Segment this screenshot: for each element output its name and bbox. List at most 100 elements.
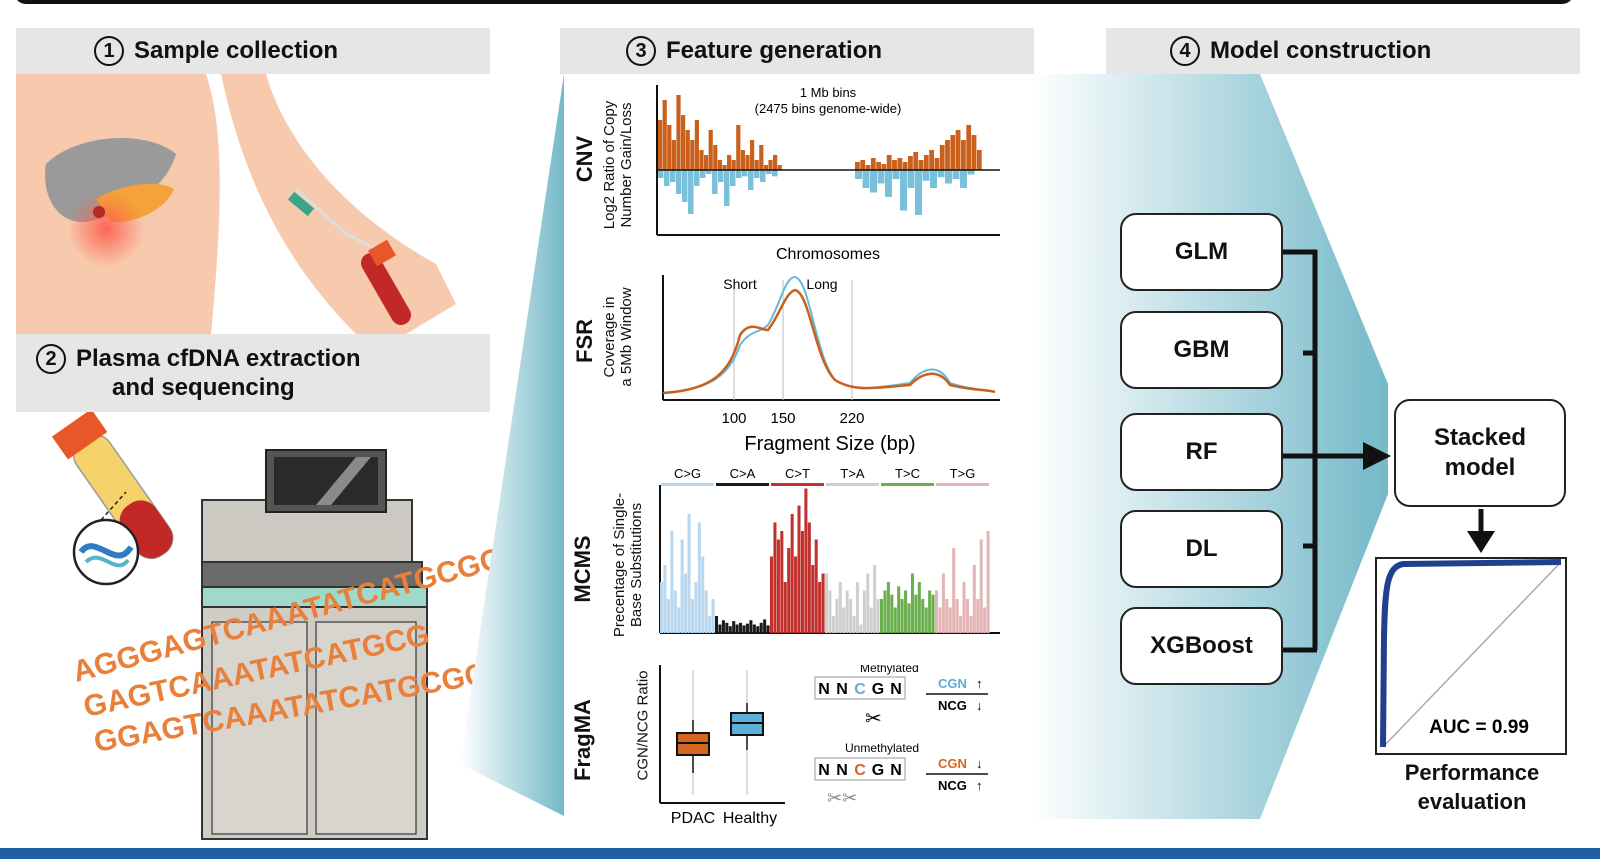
svg-text:N: N <box>818 681 830 698</box>
cnv-bar <box>876 162 881 170</box>
cnv-bar <box>886 155 892 170</box>
mcms-bar <box>845 590 849 633</box>
section-3-title: Feature generation <box>666 37 883 64</box>
mcms-category-label: C>A <box>730 466 756 481</box>
cnv-bar <box>694 170 700 186</box>
auc-label: AUC = 0.99 <box>1429 717 1529 738</box>
cnv-bar <box>722 165 727 170</box>
cnv-bar <box>754 170 760 178</box>
mcms-category-label: C>T <box>785 466 810 481</box>
cnv-bar <box>955 130 961 170</box>
mcms-category-bar <box>936 483 989 486</box>
fragma-label: FragMA <box>570 699 595 781</box>
mcms-bar <box>948 607 952 633</box>
mcms-bar <box>907 603 911 633</box>
section-1-title: Sample collection <box>134 37 339 64</box>
svg-text:G: G <box>872 681 884 698</box>
cnv-bar <box>870 170 877 193</box>
cnv-bar <box>768 160 773 170</box>
mcms-bar <box>694 582 698 633</box>
mcms-bar <box>773 522 777 633</box>
mcms-bar <box>855 582 859 633</box>
mcms-bar <box>986 531 990 633</box>
mcms-bar <box>897 586 901 633</box>
cnv-bar <box>870 158 876 170</box>
fsr-long-label: Long <box>806 276 837 292</box>
fsr-tick-150: 150 <box>770 410 795 427</box>
mcms-category-bar <box>826 483 879 486</box>
cnv-bar <box>700 170 706 178</box>
mcms-bar <box>670 531 674 633</box>
svg-text:NCG: NCG <box>938 698 967 713</box>
mcms-bar <box>900 599 904 633</box>
mcms-bar <box>821 573 825 633</box>
cnv-bar <box>742 170 748 177</box>
cnv-bar <box>902 162 908 170</box>
sequencer-machine <box>201 449 428 840</box>
cnv-bar <box>855 170 862 179</box>
arrow-down-icon: ↓ <box>976 698 983 713</box>
mcms-bar <box>890 594 894 633</box>
mcms-bar <box>794 556 798 633</box>
cnv-bar <box>918 160 924 170</box>
mcms-bar <box>962 582 966 633</box>
cnv-bar <box>658 120 663 170</box>
mcms-bar <box>770 556 774 633</box>
mcms-bar <box>800 531 804 633</box>
mcms-bar <box>917 582 921 633</box>
section-2-header: 2 Plasma cfDNA extraction and sequencing <box>16 334 490 412</box>
cnv-bar <box>704 155 709 170</box>
cnv-bar <box>967 170 975 175</box>
cnv-note-line1: 1 Mb bins <box>800 85 857 100</box>
cnv-bar <box>907 170 915 188</box>
model-xgboost: XGBoost <box>1120 607 1283 685</box>
svg-text:C: C <box>854 762 866 779</box>
cnv-bar <box>759 145 764 170</box>
scissors-icon: ✂✂ <box>827 788 857 808</box>
mcms-bar <box>721 620 725 633</box>
mcms-bar <box>663 565 667 633</box>
cnv-bar <box>671 140 676 170</box>
mcms-bar <box>983 607 987 633</box>
cnv-bar <box>865 165 871 170</box>
fsr-label: FSR <box>572 319 597 363</box>
cnv-bar <box>961 140 966 170</box>
step-number-1: 1 <box>94 36 124 66</box>
arrow-down-icon: ↓ <box>976 756 983 771</box>
mcms-bar <box>783 582 787 633</box>
fsr-short-label: Short <box>723 276 757 292</box>
mcms-bar <box>886 582 890 633</box>
mcms-bar <box>838 582 842 633</box>
arrow-up-icon: ↑ <box>976 676 983 691</box>
arrow-down-icon <box>1467 509 1495 553</box>
funnel-wedge-left <box>460 74 564 816</box>
mcms-bar <box>739 622 743 633</box>
mcms-bar <box>690 599 694 633</box>
cnv-bar <box>915 170 922 215</box>
cnv-bar <box>750 140 755 170</box>
mcms-bar <box>732 621 736 633</box>
fsr-tick-220: 220 <box>839 410 864 427</box>
fragma-chart: PDAC Healthy Methylated N N C G N ✂ CGN … <box>659 665 988 827</box>
mcms-bar <box>776 539 780 633</box>
cnv-bar <box>664 170 670 186</box>
cnv-bar <box>662 100 667 170</box>
mcms-bar <box>859 624 863 633</box>
cnv-bar <box>930 170 937 188</box>
fsr-xlabel: Fragment Size (bp) <box>744 433 915 455</box>
mcms-bar <box>952 548 956 633</box>
fsr-pdac-curve <box>662 288 996 395</box>
model-gbm: GBM <box>1120 311 1283 389</box>
cnv-bar <box>730 170 736 186</box>
fragma-ylabel: CGN/NCG Ratio <box>634 670 652 781</box>
mcms-bar <box>842 607 846 633</box>
cnv-bar <box>724 170 730 206</box>
cnv-bar <box>736 170 742 178</box>
svg-text:CGN: CGN <box>938 756 967 771</box>
cnv-bar <box>922 170 930 181</box>
performance-evaluation-label: Performance evaluation <box>1404 760 1540 814</box>
methylated-label: Methylated <box>860 665 919 675</box>
cnv-bar <box>690 140 695 170</box>
methylated-sequence: N N C G N ✂ <box>814 676 906 730</box>
cnv-bar <box>934 158 940 170</box>
